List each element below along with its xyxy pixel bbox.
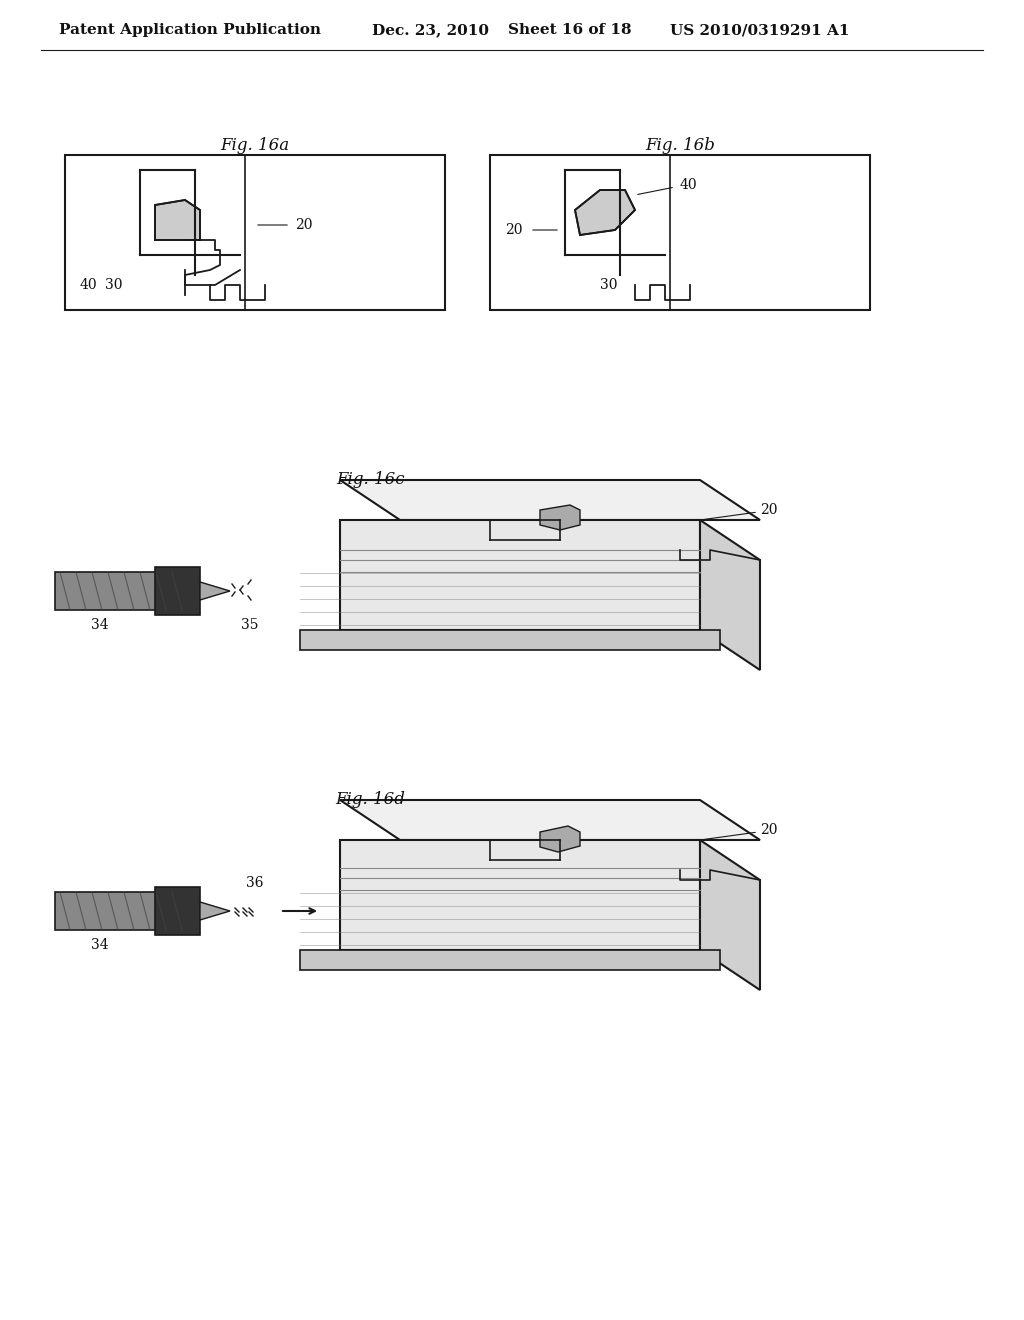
- Polygon shape: [340, 480, 760, 520]
- Polygon shape: [540, 506, 580, 531]
- Bar: [155, 887, 200, 935]
- Text: 36: 36: [246, 876, 264, 890]
- Polygon shape: [340, 840, 700, 950]
- Bar: [55, 892, 185, 931]
- Polygon shape: [540, 826, 580, 851]
- Polygon shape: [300, 950, 720, 970]
- Text: Dec. 23, 2010: Dec. 23, 2010: [372, 22, 488, 37]
- Polygon shape: [300, 630, 720, 649]
- Text: Sheet 16 of 18: Sheet 16 of 18: [508, 22, 632, 37]
- Text: Fig. 16a: Fig. 16a: [220, 136, 290, 153]
- Polygon shape: [200, 582, 230, 601]
- Bar: [55, 572, 185, 610]
- Text: 20: 20: [760, 503, 777, 517]
- Text: 30: 30: [600, 279, 617, 292]
- Text: 40: 40: [80, 279, 97, 292]
- Text: Patent Application Publication: Patent Application Publication: [59, 22, 321, 37]
- Polygon shape: [700, 520, 760, 671]
- Text: US 2010/0319291 A1: US 2010/0319291 A1: [671, 22, 850, 37]
- Bar: [155, 568, 200, 615]
- Text: 35: 35: [242, 618, 259, 632]
- Text: 20: 20: [295, 218, 312, 232]
- Polygon shape: [700, 840, 760, 990]
- Text: 20: 20: [505, 223, 522, 238]
- Polygon shape: [155, 201, 200, 240]
- Polygon shape: [340, 520, 700, 630]
- Text: Fig. 16c: Fig. 16c: [336, 471, 404, 488]
- Text: Fig. 16b: Fig. 16b: [645, 136, 715, 153]
- Text: 20: 20: [760, 822, 777, 837]
- Bar: [490, 154, 870, 310]
- Polygon shape: [340, 800, 760, 840]
- Bar: [65, 154, 445, 310]
- Text: Fig. 16d: Fig. 16d: [335, 792, 404, 808]
- Text: 40: 40: [680, 178, 697, 191]
- Polygon shape: [200, 902, 230, 920]
- Text: 34: 34: [91, 618, 109, 632]
- Text: 30: 30: [105, 279, 123, 292]
- Text: 34: 34: [91, 939, 109, 952]
- Polygon shape: [575, 190, 635, 235]
